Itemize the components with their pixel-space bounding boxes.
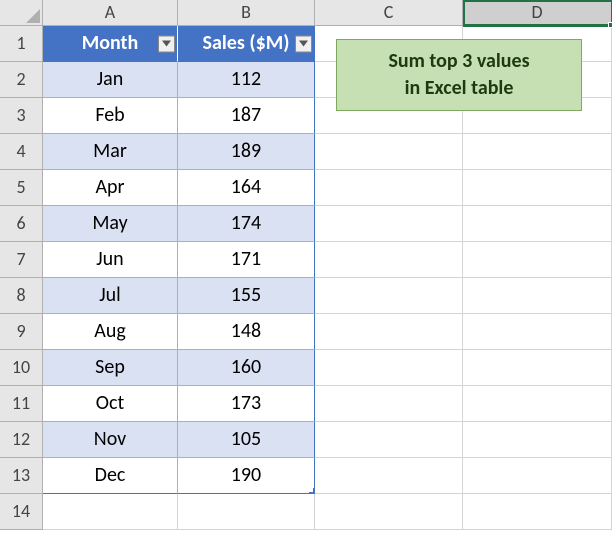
callout-container: Sum top 3 values in Excel table	[336, 39, 592, 116]
cell-B9[interactable]: 148	[178, 314, 315, 350]
cell-A2[interactable]: Jan	[43, 62, 178, 98]
cell-A6[interactable]: May	[43, 206, 178, 242]
cell-A4[interactable]: Mar	[43, 134, 178, 170]
cell-B12[interactable]: 105	[178, 422, 315, 458]
cell-B7[interactable]: 171	[178, 242, 315, 278]
cell-A10[interactable]: Sep	[43, 350, 178, 386]
cell-A3[interactable]: Feb	[43, 98, 178, 134]
cell-C10[interactable]	[315, 350, 463, 386]
cell-C13[interactable]	[315, 458, 463, 494]
row-header-4[interactable]: 4	[0, 134, 43, 170]
cell-C9[interactable]	[315, 314, 463, 350]
cell-D5[interactable]	[463, 170, 612, 206]
cell-C8[interactable]	[315, 278, 463, 314]
cell-B6[interactable]: 174	[178, 206, 315, 242]
cell-D13[interactable]	[463, 458, 612, 494]
table-resize-handle[interactable]	[308, 487, 315, 494]
cell-C12[interactable]	[315, 422, 463, 458]
row-header-11[interactable]: 11	[0, 386, 43, 422]
table-header-month[interactable]: Month	[43, 26, 178, 62]
cell-D12[interactable]	[463, 422, 612, 458]
cell-A7[interactable]: Jun	[43, 242, 178, 278]
row-header-2[interactable]: 2	[0, 62, 43, 98]
cell-C5[interactable]	[315, 170, 463, 206]
filter-dropdown-sales[interactable]	[295, 35, 312, 52]
cell-B3[interactable]: 187	[178, 98, 315, 134]
cell-D4[interactable]	[463, 134, 612, 170]
cell-C7[interactable]	[315, 242, 463, 278]
cell-B2[interactable]: 112	[178, 62, 315, 98]
row-header-3[interactable]: 3	[0, 98, 43, 134]
cell-C11[interactable]	[315, 386, 463, 422]
cell-C6[interactable]	[315, 206, 463, 242]
select-all-corner[interactable]	[0, 0, 43, 26]
row-header-10[interactable]: 10	[0, 350, 43, 386]
row-header-5[interactable]: 5	[0, 170, 43, 206]
col-header-C[interactable]: C	[315, 0, 463, 26]
cell-B13[interactable]: 190	[178, 458, 315, 494]
cell-B13-value: 190	[231, 463, 261, 487]
callout-box: Sum top 3 values in Excel table	[336, 39, 582, 111]
cell-B8[interactable]: 155	[178, 278, 315, 314]
table-header-sales[interactable]: Sales ($M)	[178, 26, 315, 62]
cell-B14[interactable]	[178, 494, 315, 530]
cell-D8[interactable]	[463, 278, 612, 314]
cell-D6[interactable]	[463, 206, 612, 242]
col-header-A[interactable]: A	[43, 0, 178, 26]
cell-A5[interactable]: Apr	[43, 170, 178, 206]
cell-D7[interactable]	[463, 242, 612, 278]
cell-C14[interactable]	[315, 494, 463, 530]
cell-A13[interactable]: Dec	[43, 458, 178, 494]
cell-D11[interactable]	[463, 386, 612, 422]
row-header-12[interactable]: 12	[0, 422, 43, 458]
cell-B4[interactable]: 189	[178, 134, 315, 170]
cell-D10[interactable]	[463, 350, 612, 386]
row-header-9[interactable]: 9	[0, 314, 43, 350]
cell-B11[interactable]: 173	[178, 386, 315, 422]
cell-A12[interactable]: Nov	[43, 422, 178, 458]
cell-C4[interactable]	[315, 134, 463, 170]
col-header-D[interactable]: D	[463, 0, 612, 26]
cell-D9[interactable]	[463, 314, 612, 350]
row-header-7[interactable]: 7	[0, 242, 43, 278]
table-header-month-label: Month	[82, 31, 138, 55]
table-header-sales-label: Sales ($M)	[203, 31, 290, 55]
cell-A11[interactable]: Oct	[43, 386, 178, 422]
cell-A14[interactable]	[43, 494, 178, 530]
row-header-1[interactable]: 1	[0, 26, 43, 62]
row-header-13[interactable]: 13	[0, 458, 43, 494]
callout-line2: in Excel table	[337, 75, 581, 102]
row-header-14[interactable]: 14	[0, 494, 43, 530]
cell-B10[interactable]: 160	[178, 350, 315, 386]
cell-A8[interactable]: Jul	[43, 278, 178, 314]
row-header-6[interactable]: 6	[0, 206, 43, 242]
col-header-B[interactable]: B	[178, 0, 315, 26]
row-header-8[interactable]: 8	[0, 278, 43, 314]
callout-line1: Sum top 3 values	[337, 48, 581, 75]
filter-dropdown-month[interactable]	[158, 35, 175, 52]
cell-A9[interactable]: Aug	[43, 314, 178, 350]
cell-B5[interactable]: 164	[178, 170, 315, 206]
cell-D14[interactable]	[463, 494, 612, 530]
